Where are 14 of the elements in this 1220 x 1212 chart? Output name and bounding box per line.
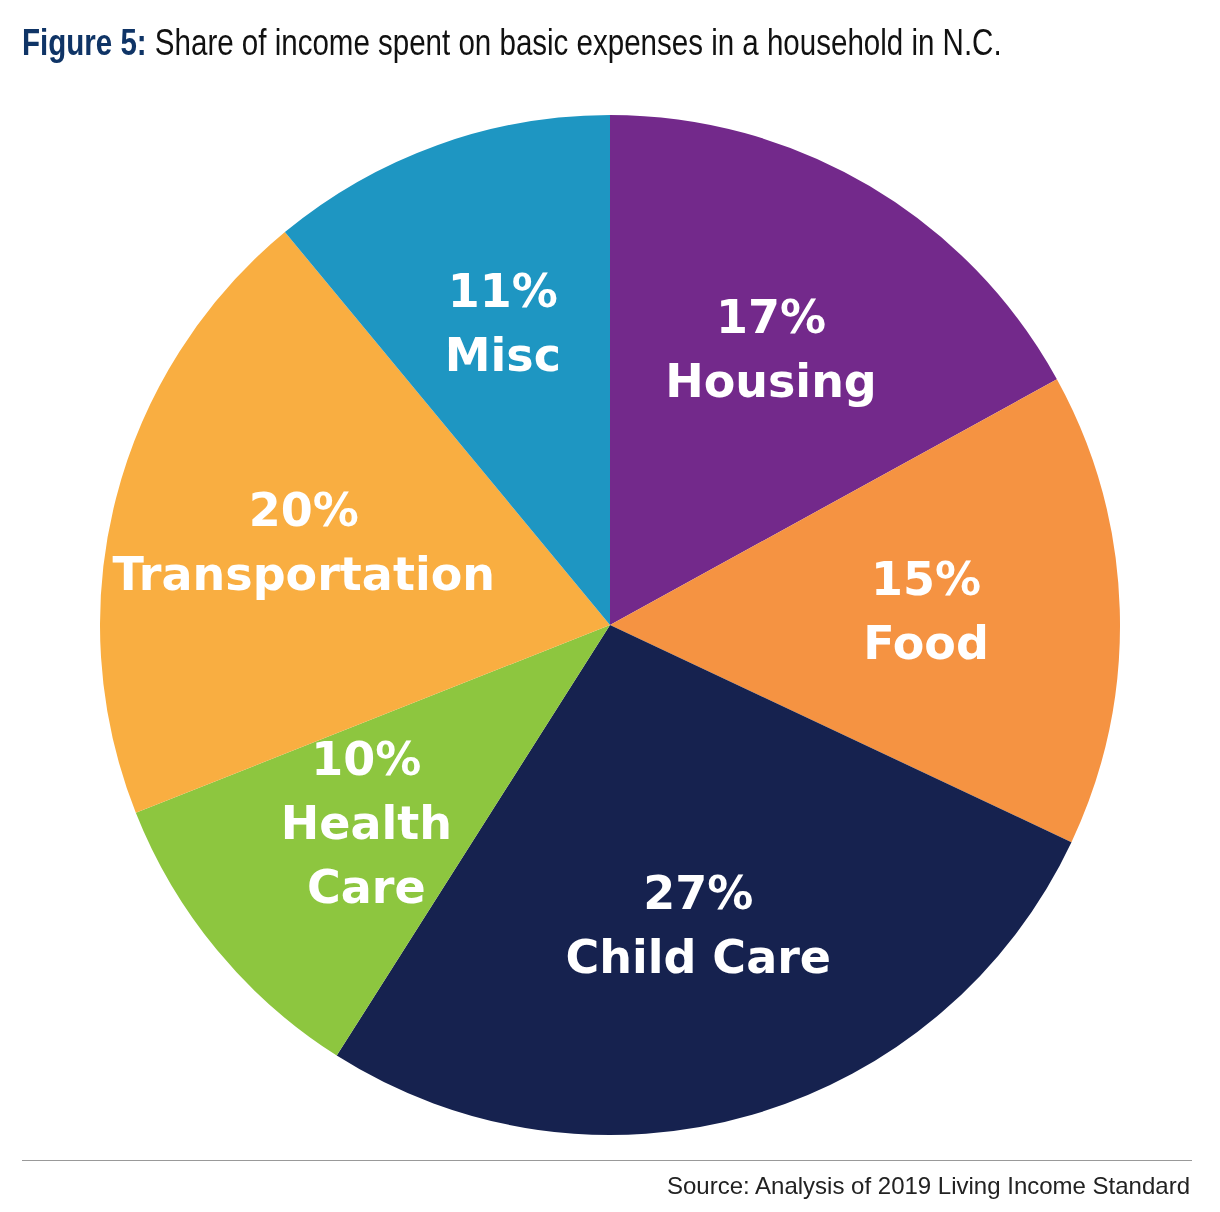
source-note: Source: Analysis of 2019 Living Income Standard xyxy=(667,1172,1190,1200)
slice-label: Housing xyxy=(665,353,877,408)
slice-label: Food xyxy=(863,616,989,671)
data-label: 20% xyxy=(248,483,359,538)
slice-label: Transportation xyxy=(112,547,496,602)
data-label: 17% xyxy=(715,289,827,344)
data-label: 11% xyxy=(447,264,558,319)
slice-label: Health Care xyxy=(280,795,452,914)
data-label: 10% xyxy=(311,731,422,786)
slice-label: Misc xyxy=(444,328,561,383)
slice-label: Child Care xyxy=(565,929,832,984)
data-label: 27% xyxy=(643,865,754,920)
chart-title: Figure 5: Share of income spent on basic expenses in a household in N.C. xyxy=(22,22,1002,63)
data-label: 15% xyxy=(870,552,982,607)
